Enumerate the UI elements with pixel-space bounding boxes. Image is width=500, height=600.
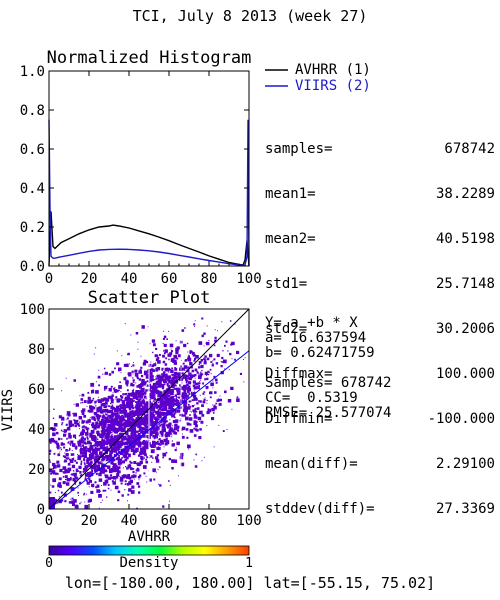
stat-value: 30.2006	[415, 322, 495, 337]
stat-label: samples=	[265, 142, 415, 157]
colorbar-min-label: 0	[45, 556, 53, 571]
stat-label: mean2=	[265, 232, 415, 247]
hist-xtick-label: 40	[121, 271, 138, 287]
scatter-ytick-label: 100	[20, 302, 45, 318]
stat-value: 40.5198	[415, 232, 495, 247]
scatter-xtick-label: 80	[201, 513, 218, 529]
histogram-series-avhrr	[49, 211, 249, 266]
hist-ytick-label: 0.0	[20, 259, 45, 275]
hist-ytick-label: 0.2	[20, 220, 45, 236]
fit-equation: Y= a +b * X	[265, 316, 391, 331]
hist-xtick-label: 80	[201, 271, 218, 287]
stat-row: stddev(diff)= 27.3369	[265, 502, 495, 517]
hist-xtick-label: 60	[161, 271, 178, 287]
scatter-title: Scatter Plot	[88, 288, 211, 308]
stat-row: mean1= 38.2289	[265, 187, 495, 202]
stat-value: -100.000	[415, 412, 495, 427]
scatter-ytick-label: 40	[28, 422, 45, 438]
scatter-ylabel: VIIRS	[0, 389, 16, 431]
hist-xtick-label: 20	[81, 271, 98, 287]
hist-xtick-label: 100	[236, 271, 261, 287]
colorbar-label: Density	[119, 555, 178, 571]
stat-row: std1= 25.7148	[265, 277, 495, 292]
stat-value: 27.3369	[415, 502, 495, 517]
hist-ytick-label: 0.4	[20, 181, 45, 197]
stat-value: 100.000	[415, 367, 495, 382]
legend-avhrr-label: AVHRR (1)	[295, 62, 371, 78]
scatter-stats: Y= a +b * X a= 16.637594 b= 0.62471759 S…	[265, 316, 391, 421]
scatter-ytick-label: 60	[28, 382, 45, 398]
histogram-panel: Normalized Histogram 0 20 40 60 80 100 0.0 0.2 0…	[20, 48, 262, 287]
fit-a: a= 16.637594	[265, 331, 391, 346]
colorbar-gradient	[49, 546, 249, 555]
spacer	[265, 361, 391, 376]
scatter-xtick-label: 0	[45, 513, 53, 529]
stat-row: mean(diff)= 2.29100	[265, 457, 495, 472]
legend-viirs-label: VIIRS (2)	[295, 78, 371, 94]
hist-ytick-label: 0.6	[20, 142, 45, 158]
stat-value: 2.29100	[415, 457, 495, 472]
stat-value: 38.2289	[415, 187, 495, 202]
scatter-ytick-label: 20	[28, 462, 45, 478]
scatter-xtick-label: 20	[81, 513, 98, 529]
stat-label: mean(diff)=	[265, 457, 415, 472]
legend: AVHRR (1) VIIRS (2)	[265, 62, 371, 94]
page-title: TCI, July 8 2013 (week 27)	[133, 7, 368, 25]
histogram-frame	[49, 71, 249, 266]
stat-label: stddev(diff)=	[265, 502, 415, 517]
histogram-title: Normalized Histogram	[47, 48, 252, 68]
fit-b: b= 0.62471759	[265, 346, 391, 361]
scatter-xtick-label: 100	[236, 513, 261, 529]
stat-label: mean1=	[265, 187, 415, 202]
stat-label: std1=	[265, 277, 415, 292]
colorbar-max-label: 1	[245, 556, 253, 571]
rmse: RMSE= 25.577074	[265, 406, 391, 421]
density-colorbar: 0 Density 1	[45, 546, 253, 571]
hist-xtick-label: 0	[45, 271, 53, 287]
histogram-series-viirs	[49, 120, 249, 266]
scatter-ytick-label: 80	[28, 342, 45, 358]
scatter-ytick-label: 0	[37, 502, 45, 518]
stat-row: samples= 678742	[265, 142, 495, 157]
bounds-readout: lon=[-180.00, 180.00] lat=[-55.15, 75.02…	[65, 574, 435, 592]
correlation: CC= 0.5319	[265, 391, 391, 406]
scatter-xlabel: AVHRR	[128, 529, 171, 545]
samples-count: Samples= 678742	[265, 376, 391, 391]
stat-value: 678742	[415, 142, 495, 157]
hist-ytick-label: 0.8	[20, 103, 45, 119]
stat-value: 25.7148	[415, 277, 495, 292]
scatter-xtick-label: 40	[121, 513, 138, 529]
scatter-panel: Scatter Plot 0 20 40 60 80 100 0 20 40 60 80 100 AV…	[0, 288, 262, 545]
hist-ytick-label: 1.0	[20, 64, 45, 80]
scatter-xtick-label: 60	[161, 513, 178, 529]
stat-row: mean2= 40.5198	[265, 232, 495, 247]
